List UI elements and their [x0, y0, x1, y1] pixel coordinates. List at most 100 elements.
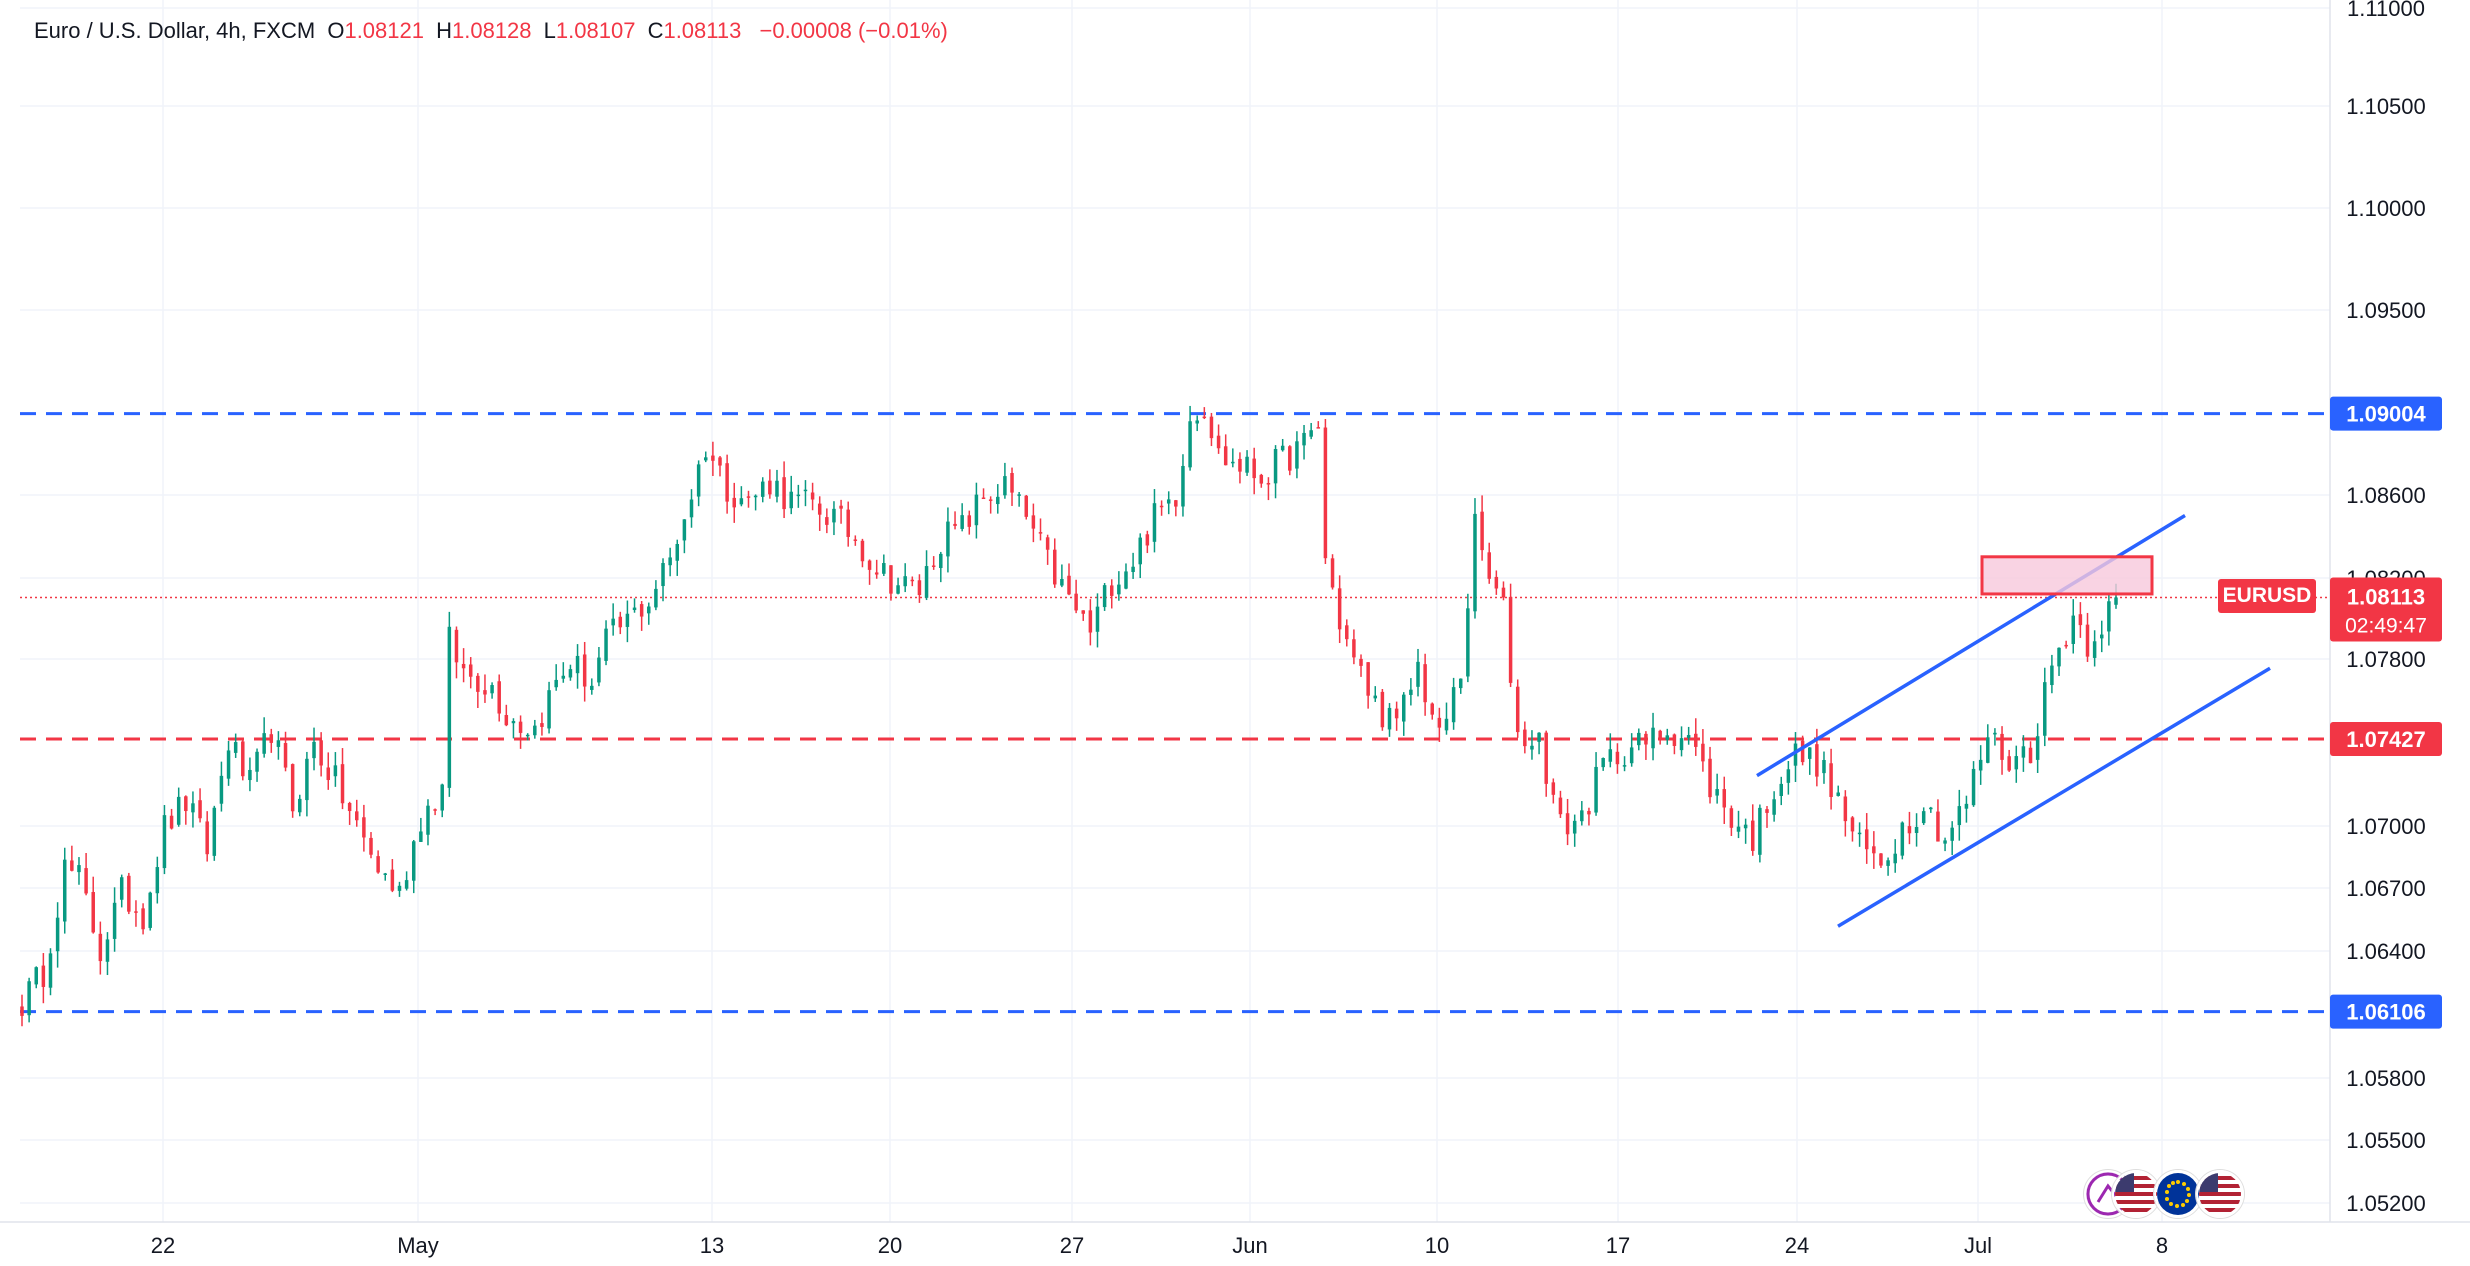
candle-body: [1679, 738, 1684, 751]
candle-body: [1152, 503, 1157, 542]
candle-body: [1943, 840, 1947, 844]
candle-body: [1900, 822, 1905, 856]
candle-body: [162, 815, 167, 869]
candle-body: [1010, 473, 1014, 493]
level-tag-bg: [2330, 396, 2442, 431]
candle-body: [62, 859, 67, 922]
candle-body: [746, 496, 751, 498]
candle-body: [874, 572, 879, 575]
eu-flag-icon[interactable]: [2154, 1170, 2202, 1218]
candle-body: [355, 811, 359, 821]
candle-body: [191, 803, 195, 813]
candle-body: [661, 563, 665, 587]
candle-body: [1159, 505, 1164, 508]
candle-body: [682, 519, 687, 541]
candle-body: [326, 767, 331, 781]
candle-body: [1530, 745, 1534, 750]
time-tick-label: Jun: [1232, 1233, 1267, 1258]
candle-body: [1914, 826, 1919, 833]
candle-body: [41, 965, 46, 987]
candle-body: [1067, 575, 1071, 595]
candle-body: [1166, 499, 1171, 504]
candle-body: [1124, 571, 1128, 589]
event-icons[interactable]: [2084, 1170, 2244, 1220]
candle-body: [1515, 686, 1520, 733]
us-flag-icon[interactable]: [2112, 1170, 2160, 1218]
candle-body: [1444, 718, 1449, 731]
candle-body: [340, 764, 345, 804]
symbol-legend: Euro / U.S. Dollar, 4h, FXCM O1.08121 H1…: [34, 18, 948, 44]
candle-body: [419, 831, 423, 842]
candle-body: [2064, 644, 2068, 647]
price-tick-label: 1.08600: [2346, 483, 2426, 508]
price-tick-label: 1.10000: [2346, 196, 2426, 221]
candle-body: [2014, 756, 2019, 770]
candle-body: [1181, 465, 1185, 507]
candle-body: [397, 885, 402, 891]
candle-body: [1822, 760, 1826, 774]
candle-body: [91, 892, 95, 933]
candle-body: [447, 626, 452, 788]
horizontal-levels[interactable]: [20, 412, 2330, 1014]
us-flag-icon[interactable]: [2196, 1170, 2244, 1218]
time-tick-label: 22: [151, 1233, 175, 1258]
candle-body: [119, 877, 124, 900]
candle-body: [810, 492, 815, 500]
candle-body: [1501, 587, 1506, 598]
candle-body: [1095, 606, 1100, 632]
candle-body: [233, 742, 238, 753]
candle-body: [561, 675, 566, 679]
candle-body: [654, 588, 658, 608]
candle-body: [1409, 689, 1413, 695]
channel-lower-line: [1837, 666, 2271, 928]
candle-body: [889, 565, 893, 594]
candle-body: [483, 690, 487, 695]
time-tick-label: 24: [1785, 1233, 1809, 1258]
time-tick-label: 10: [1425, 1233, 1449, 1258]
candle-body: [1580, 810, 1584, 822]
resistance-zone: [1980, 555, 2154, 596]
drawings[interactable]: [1756, 514, 2271, 928]
candle-body: [1145, 534, 1150, 546]
candle-body: [668, 557, 672, 566]
candle-body: [2043, 682, 2047, 736]
candle-body: [1209, 416, 1214, 439]
candle-body: [1672, 734, 1677, 746]
candle-body: [248, 769, 252, 781]
candle-body: [1587, 810, 1591, 815]
candle-body: [554, 679, 558, 688]
time-tick-label: May: [397, 1233, 439, 1258]
candle-body: [205, 821, 209, 855]
candle-body: [1658, 730, 1662, 740]
candle-body: [376, 856, 380, 873]
candle-body: [212, 807, 217, 856]
candle-body: [988, 499, 993, 501]
candle-body: [1929, 807, 1933, 810]
candle-body: [1458, 678, 1463, 689]
candle-body: [2021, 746, 2026, 758]
candle-body: [2114, 597, 2118, 605]
candle-body: [839, 505, 843, 509]
candle-body: [1572, 820, 1577, 834]
candle-body: [362, 817, 366, 838]
candle-body: [1473, 513, 1477, 612]
candle-body: [1978, 759, 1983, 771]
candle-body: [1031, 515, 1036, 529]
candle-body: [1694, 733, 1698, 747]
candle-body: [568, 669, 573, 678]
candle-body: [333, 765, 338, 777]
time-tick-label: Jul: [1964, 1233, 1992, 1258]
candle-body: [1109, 585, 1114, 596]
candle-body: [2085, 624, 2090, 657]
candle-body: [1765, 809, 1769, 813]
candle-body: [476, 675, 480, 692]
candle-body: [2007, 756, 2011, 771]
candle-body: [1330, 558, 1335, 588]
candle-body: [1060, 579, 1064, 586]
candle-body: [1131, 566, 1135, 573]
candle-body: [1216, 435, 1221, 449]
candle-body: [319, 740, 323, 766]
candle-body: [1886, 860, 1890, 866]
candle-body: [1537, 732, 1541, 742]
